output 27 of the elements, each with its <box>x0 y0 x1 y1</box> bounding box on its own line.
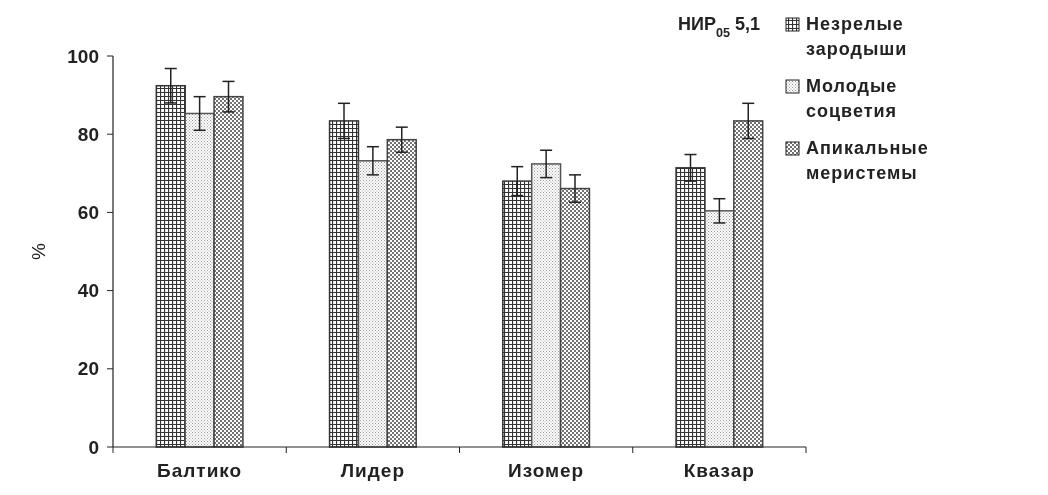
legend-label: Молодые соцветия <box>806 76 898 121</box>
bar <box>733 120 764 448</box>
text: НИР$_{05}$ 5,1 <box>678 14 760 40</box>
bar <box>559 187 591 448</box>
x-tick-label: Балтико <box>157 460 243 481</box>
bar <box>386 138 417 448</box>
x-tick-label: Изомер <box>508 460 585 481</box>
bar <box>155 84 186 448</box>
legend-label: Апикальные меристемы <box>806 138 929 183</box>
y-tick-label: 20 <box>77 358 99 380</box>
y-axis-title: % <box>28 242 49 260</box>
bar <box>213 95 244 448</box>
y-tick-label: 80 <box>77 123 99 145</box>
y-tick-label: 40 <box>77 280 99 302</box>
bar <box>675 167 706 448</box>
y-tick-label: 100 <box>67 45 99 67</box>
bar <box>328 120 360 448</box>
x-tick-label: Лидер <box>340 460 405 481</box>
y-tick-label: 60 <box>77 202 99 224</box>
bar <box>502 180 533 448</box>
y-tick-label: 0 <box>88 436 99 458</box>
x-tick-label: Квазар <box>683 460 755 481</box>
legend-label: Незрелые зародыши <box>806 14 908 59</box>
bar <box>357 160 389 448</box>
bar <box>530 163 562 448</box>
bar <box>184 112 215 448</box>
bar <box>704 210 735 448</box>
